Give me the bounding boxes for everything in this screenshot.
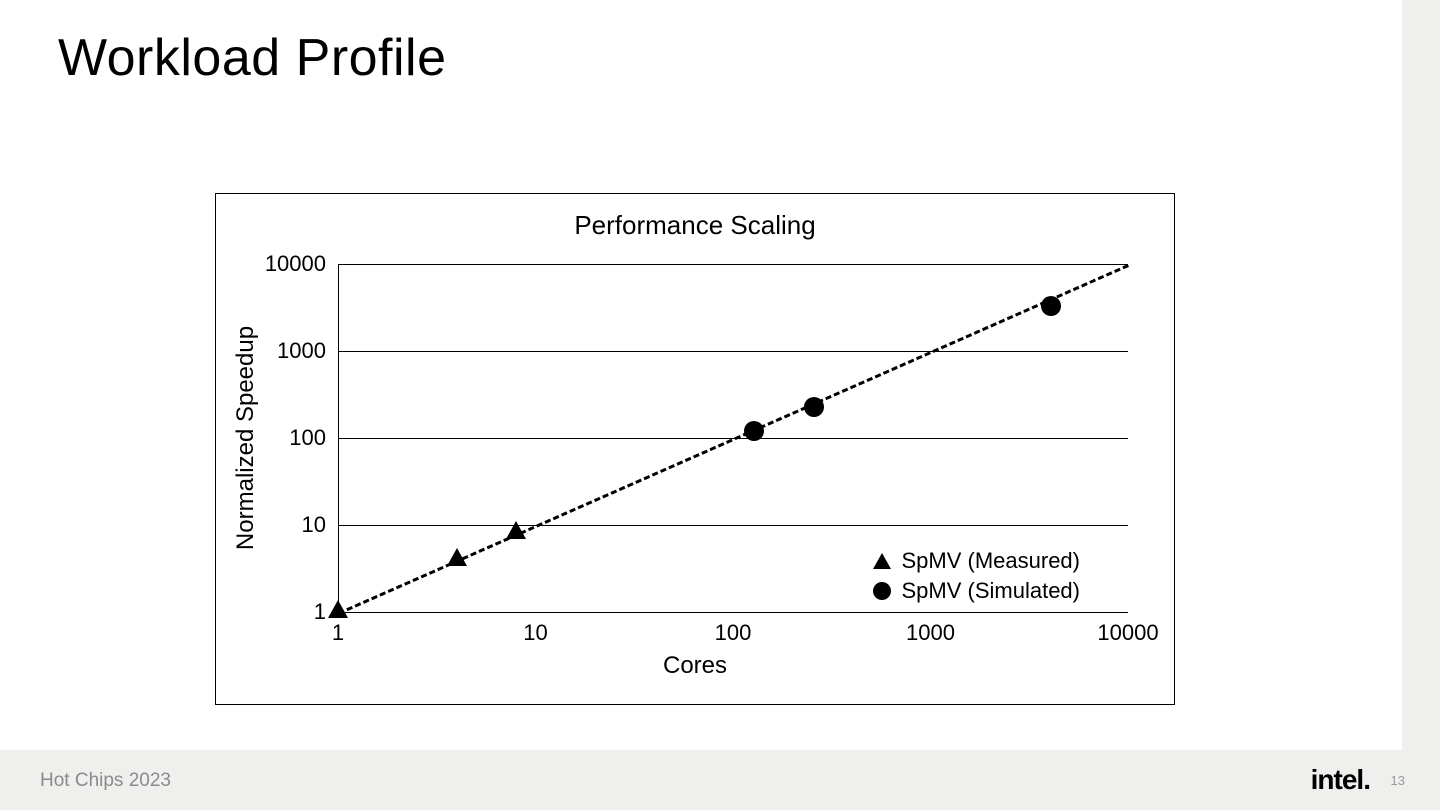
page-number: 13 [1391,773,1405,788]
grid-line-h [338,264,1128,265]
right-strip [1402,0,1440,810]
footer-bar: Hot Chips 2023 intel. 13 [0,750,1440,810]
y-tick-label: 10 [302,512,326,538]
x-tick-label: 1000 [906,620,955,646]
legend-row: SpMV (Measured) [873,546,1080,576]
x-tick-label: 1 [332,620,344,646]
chart-container: Performance Scaling Normalized Speedup C… [215,193,1175,705]
chart-title: Performance Scaling [216,210,1174,241]
x-tick-label: 10000 [1097,620,1158,646]
page-title: Workload Profile [58,28,447,88]
legend-row: SpMV (Simulated) [873,576,1080,606]
triangle-marker [328,600,348,618]
y-tick-label: 10000 [265,251,326,277]
y-tick-label: 1000 [277,338,326,364]
x-tick-label: 100 [715,620,752,646]
legend-label: SpMV (Simulated) [901,576,1080,606]
plot-area: SpMV (Measured)SpMV (Simulated) [338,264,1128,612]
x-tick-label: 10 [523,620,547,646]
y-tick-label: 100 [289,425,326,451]
circle-icon [873,582,891,600]
triangle-marker [506,521,526,539]
circle-marker [1041,296,1061,316]
y-axis-line [338,264,339,612]
triangle-marker [447,548,467,566]
y-tick-label: 1 [314,599,326,625]
legend: SpMV (Measured)SpMV (Simulated) [873,546,1080,606]
grid-line-h [338,351,1128,352]
legend-label: SpMV (Measured) [901,546,1080,576]
triangle-icon [873,553,891,569]
grid-line-h [338,525,1128,526]
circle-marker [804,397,824,417]
slide: Workload Profile Performance Scaling Nor… [0,0,1440,810]
grid-line-h [338,612,1128,613]
footer-left: Hot Chips 2023 [40,770,171,792]
circle-marker [744,421,764,441]
x-axis-label: Cores [216,652,1174,680]
y-axis-label: Normalized Speedup [232,326,260,550]
intel-logo: intel. [1311,764,1370,796]
